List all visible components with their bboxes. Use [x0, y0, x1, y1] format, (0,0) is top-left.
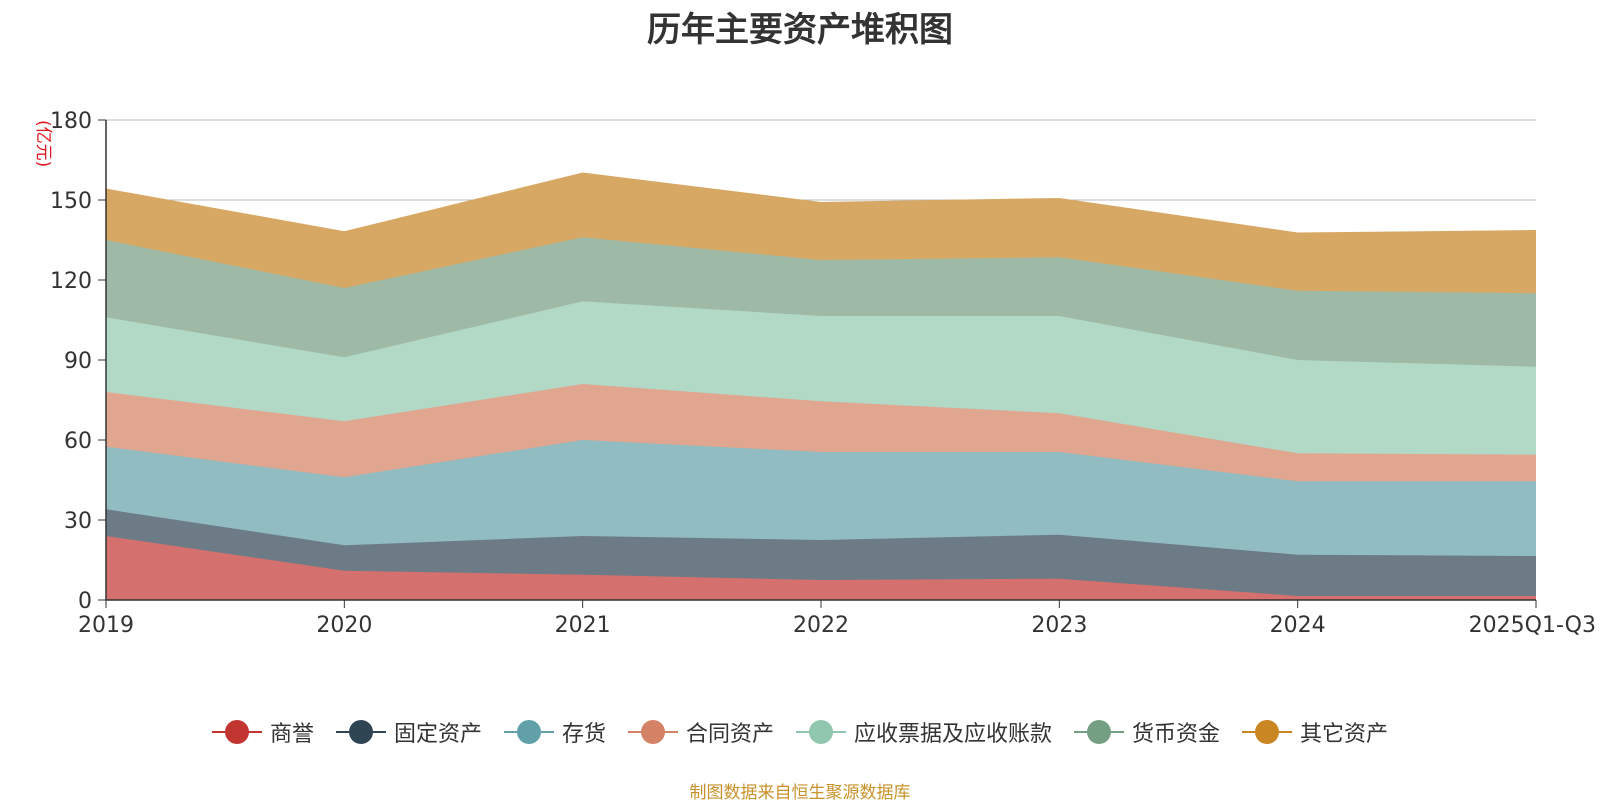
legend-item-2[interactable]: 固定资产 [335, 716, 482, 748]
legend-marker-icon [503, 719, 554, 745]
y-tick-label: 30 [64, 509, 92, 534]
x-tick-label: 2025Q1-Q3 [1469, 613, 1596, 638]
legend-marker-icon [211, 719, 262, 745]
legend-item-1[interactable]: 商誉 [211, 716, 314, 748]
y-tick-label: 120 [50, 269, 92, 294]
legend-label: 货币资金 [1132, 722, 1221, 747]
y-tick-label: 60 [64, 429, 92, 454]
area-series-2 [106, 509, 1536, 596]
legend-marker-icon [335, 719, 386, 745]
legend-marker-icon [627, 719, 678, 745]
legend-label: 应收票据及应收账款 [854, 722, 1053, 747]
y-tick-label: 150 [50, 189, 92, 214]
legend-label: 固定资产 [393, 722, 482, 747]
x-tick-label: 2023 [1031, 613, 1087, 638]
source-note: 制图数据来自恒生聚源数据库 [689, 783, 911, 803]
x-tick-label: 2022 [793, 613, 849, 638]
x-tick-label: 2024 [1270, 613, 1326, 638]
legend-marker-icon [1242, 719, 1293, 745]
area-series-5 [106, 301, 1536, 455]
legend-item-4[interactable]: 合同资产 [627, 716, 774, 748]
legend-item-5[interactable]: 应收票据及应收账款 [796, 716, 1052, 748]
legend-label: 合同资产 [685, 722, 774, 747]
legend-label: 存货 [561, 722, 606, 747]
legend-marker-icon [1074, 719, 1125, 745]
y-axis-unit-label: (亿元) [33, 120, 53, 167]
x-tick-label: 2021 [555, 613, 611, 638]
legend-label: 商誉 [269, 722, 314, 747]
x-tick-label: 2019 [78, 613, 134, 638]
legend-marker-icon [796, 719, 846, 745]
legend-item-6[interactable]: 货币资金 [1074, 716, 1220, 748]
legend-label: 其它资产 [1300, 722, 1389, 747]
y-tick-label: 0 [78, 589, 92, 614]
legend-item-3[interactable]: 存货 [503, 716, 606, 748]
y-tick-label: 180 [50, 109, 92, 134]
area-series-3 [106, 440, 1536, 556]
legend-item-7[interactable]: 其它资产 [1242, 716, 1388, 748]
area-series-1 [106, 536, 1536, 600]
chart-title: 历年主要资产堆积图 [647, 10, 953, 50]
x-tick-label: 2020 [316, 613, 372, 638]
legend: 商誉 固定资产 存货 合同资产 应收票据及应收账款 货币资金 其它资产 [0, 716, 1600, 748]
area-series-4 [106, 384, 1536, 482]
series-line-7 [105, 172, 1537, 235]
area-series-6 [106, 237, 1536, 367]
y-tick-label: 90 [64, 349, 92, 374]
